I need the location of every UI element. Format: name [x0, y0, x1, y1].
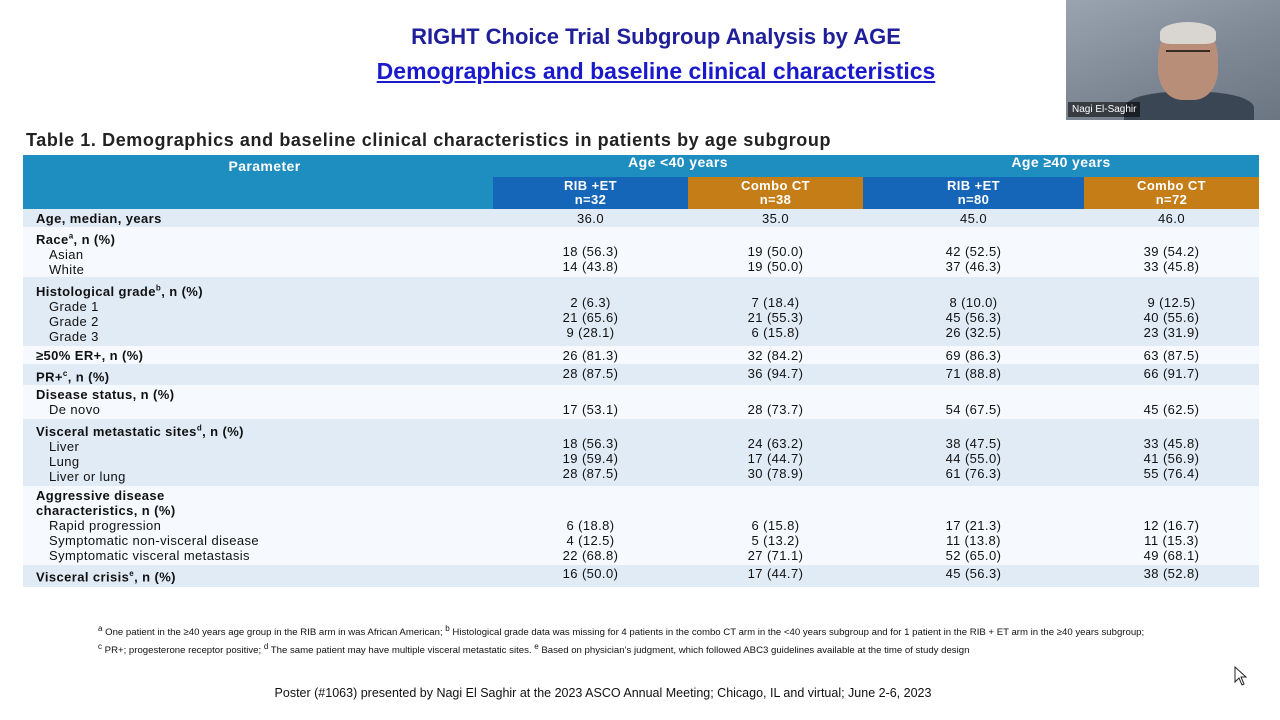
- table-row: Disease status, n (%) De novo 17 (53.1) …: [23, 384, 1259, 419]
- speaker-hair: [1160, 22, 1216, 44]
- table-row: Racea, n (%) Asian White 18 (56.3) 14 (43…: [23, 227, 1259, 278]
- table-caption: Table 1. Demographics and baseline clini…: [26, 130, 832, 150]
- group-header-over-40: Age ≥40 years: [863, 155, 1259, 177]
- table-row: Visceral crisise, n (%) 16 (50.0) 17 (44…: [23, 565, 1259, 587]
- table-header-arms: RIB +ET n=32 Combo CT n=38 RIB +ET n=80 Com…: [23, 177, 1259, 209]
- arm-header: Combo CT n=72: [1084, 177, 1259, 209]
- video-feed: Nagi El-Saghir: [1066, 0, 1280, 120]
- table-row: Histological gradeb, n (%) Grade 1 Grade…: [23, 277, 1259, 346]
- table-row: PR+c, n (%) 28 (87.5) 36 (94.7) 71 (88.8…: [23, 363, 1259, 385]
- participant-name: Nagi El-Saghir: [1068, 102, 1141, 117]
- table-row: Aggressive disease characteristics, n (%…: [23, 486, 1259, 566]
- slide-title: RIGHT Choice Trial Subgroup Analysis by …: [411, 24, 901, 49]
- speaker-glasses: [1166, 50, 1210, 62]
- arm-header: RIB +ET n=32: [493, 177, 688, 209]
- poster-credit: Poster (#1063) presented by Nagi El Sagh…: [274, 686, 932, 700]
- arm-header: RIB +ET n=80: [863, 177, 1084, 209]
- table-row: ≥50% ER+, n (%) 26 (81.3) 32 (84.2) 69 (…: [23, 345, 1259, 364]
- table-header-groups: Parameter Age <40 years Age ≥40 years: [23, 155, 1259, 209]
- group-header-under-40: Age <40 years: [493, 155, 863, 177]
- slide-subtitle: Demographics and baseline clinical chara…: [376, 58, 936, 84]
- arm-header: Combo CT n=38: [688, 177, 863, 209]
- footnotes: a One patient in the ≥40 years age group…: [98, 624, 1145, 657]
- characteristics-table: Parameter Age <40 years Age ≥40 years RI…: [23, 155, 1259, 587]
- mouse-pointer-icon: [1234, 666, 1248, 686]
- table-row: Visceral metastatic sitesd, n (%) Liver …: [23, 418, 1259, 487]
- parameter-header: Parameter: [23, 155, 493, 209]
- table-row: Age, median, years 36.0 35.0 45.0 46.0: [23, 209, 1259, 227]
